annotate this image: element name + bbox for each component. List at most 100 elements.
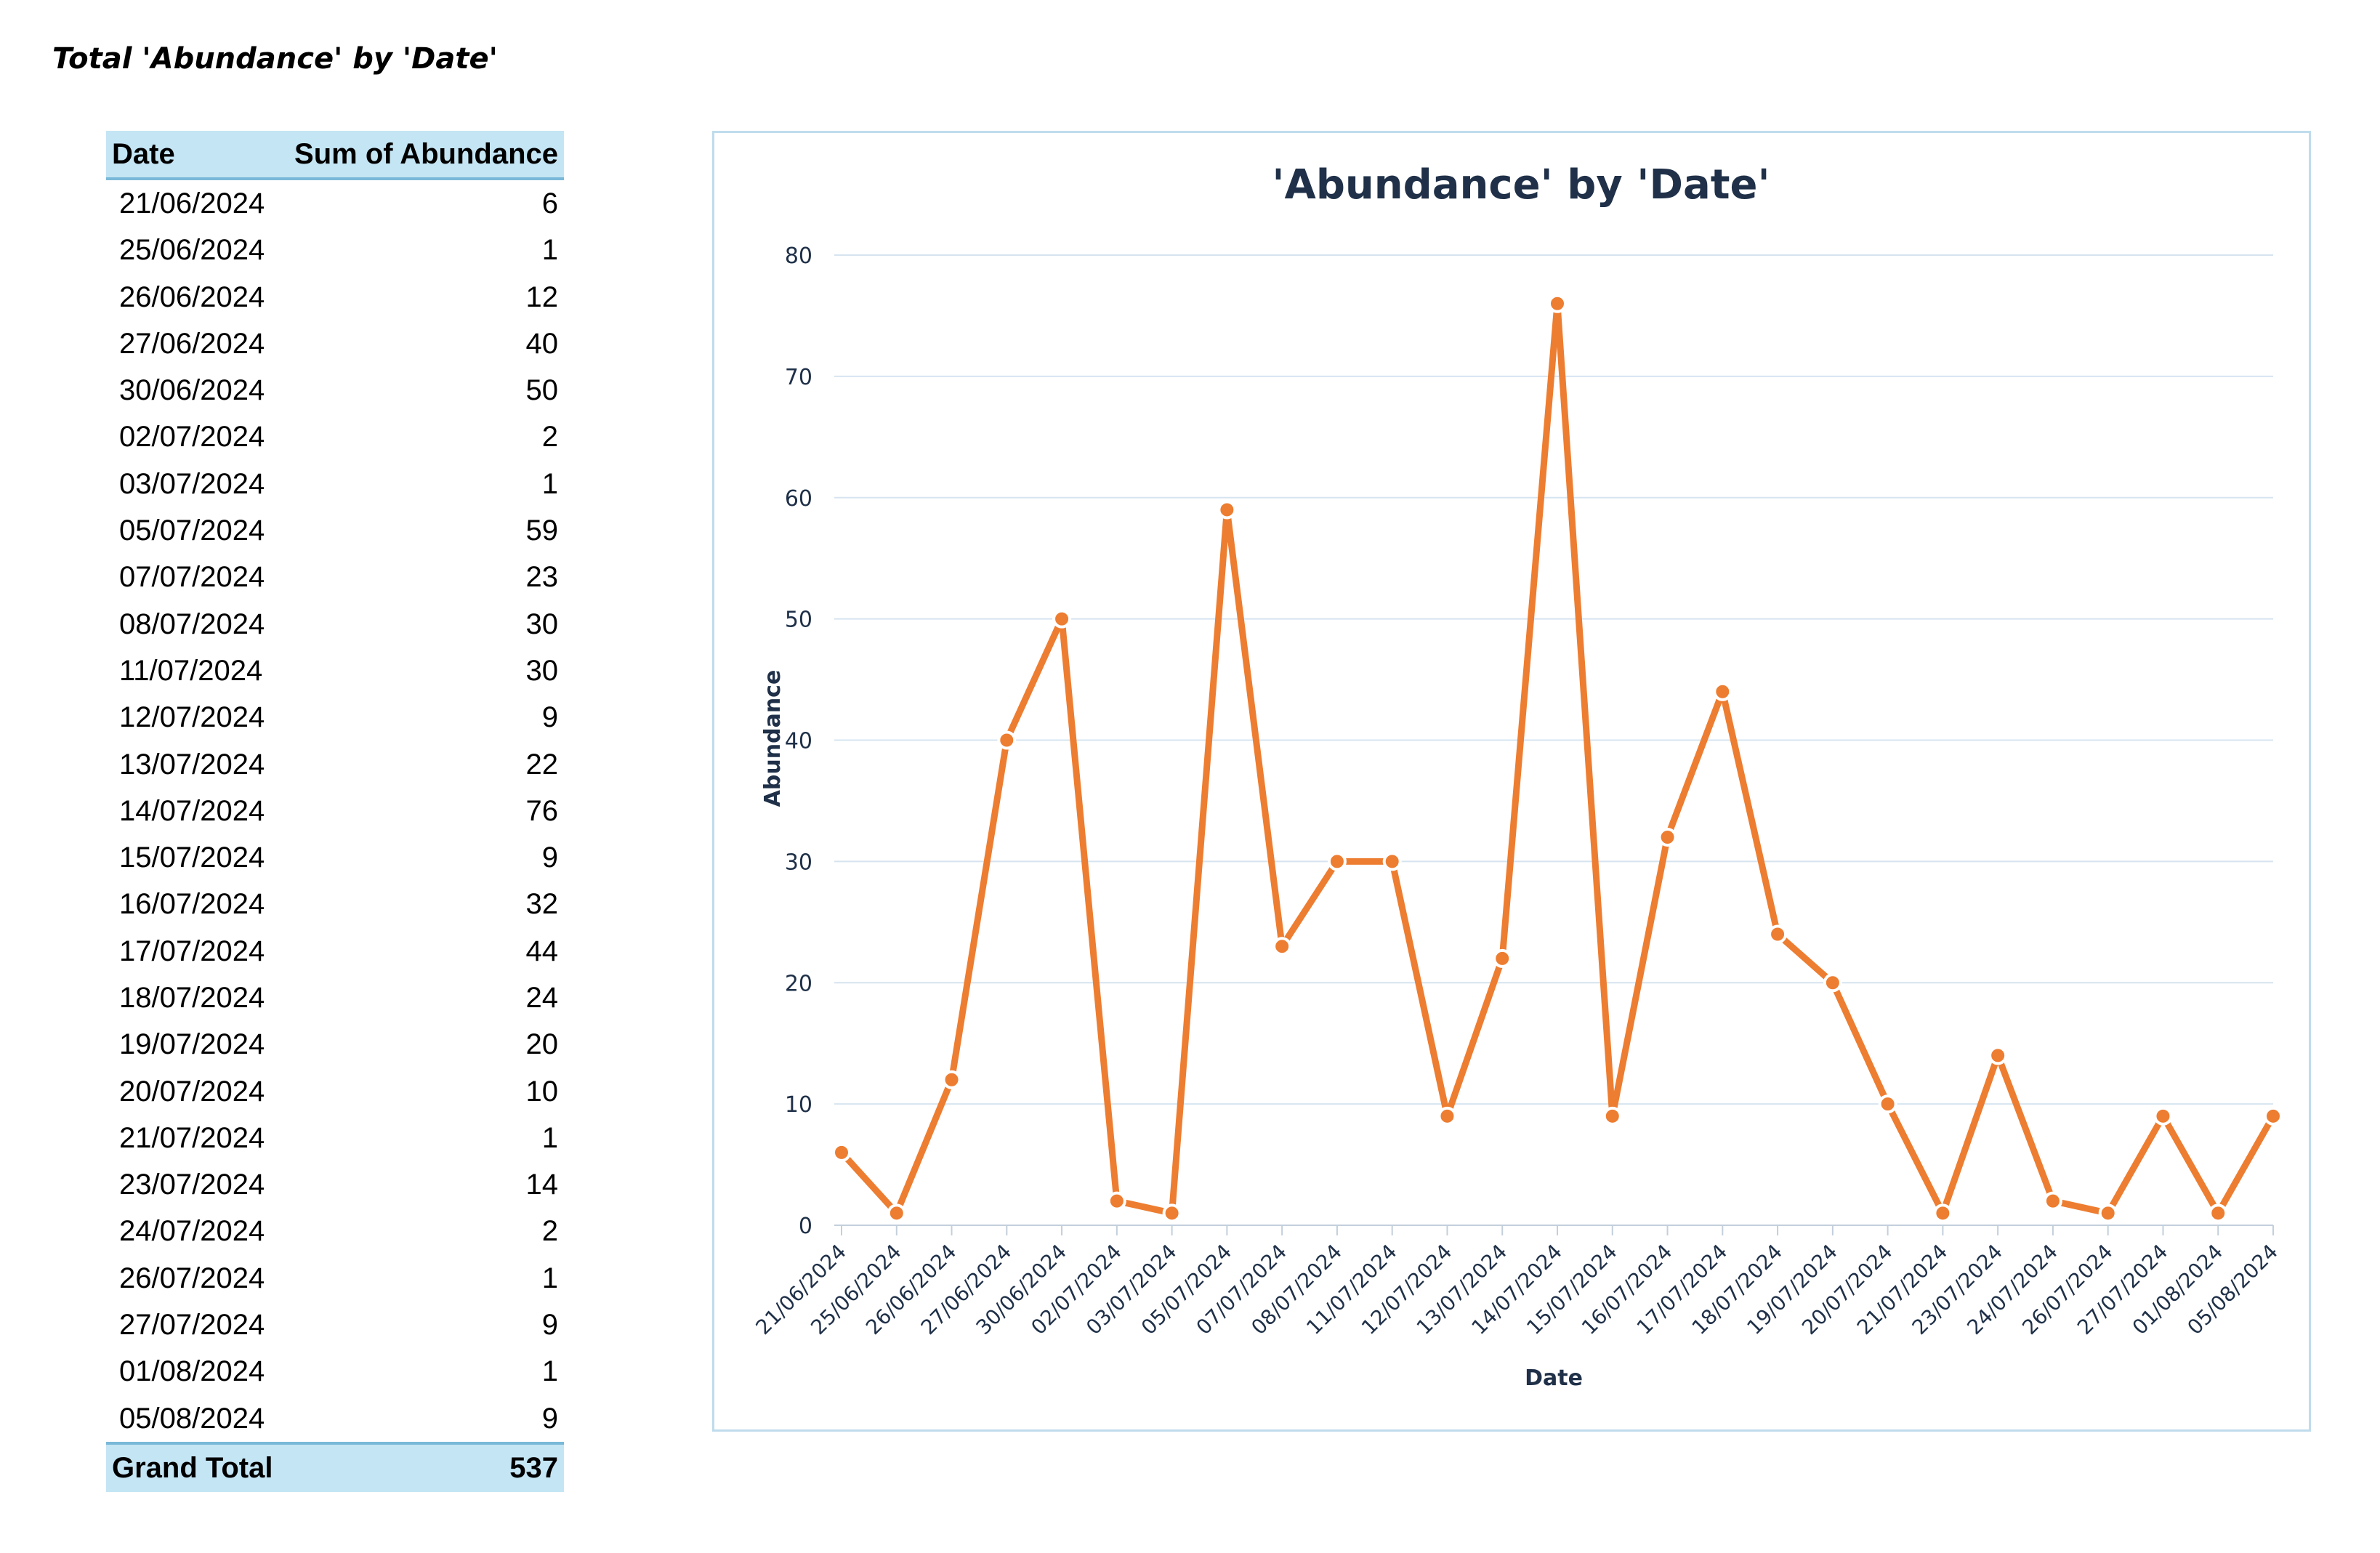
data-point[interactable] [1493,948,1512,968]
table-row[interactable]: 20/07/2024 10 [106,1068,564,1115]
row-value: 9 [541,1309,558,1342]
table-row[interactable]: 07/07/2024 23 [106,554,564,601]
data-point[interactable] [1768,924,1788,944]
row-date: 27/06/2024 [119,327,265,360]
data-point[interactable] [1162,1203,1182,1223]
chart-title: 'Abundance' by 'Date' [1272,161,1770,209]
row-date: 20/07/2024 [119,1075,265,1108]
table-row[interactable]: 18/07/2024 24 [106,975,564,1021]
table-row[interactable]: 14/07/2024 76 [106,788,564,834]
row-date: 08/07/2024 [119,608,265,640]
row-date: 14/07/2024 [119,794,265,827]
y-tick-label: 40 [785,729,812,754]
y-tick-label: 50 [785,608,812,633]
row-date: 18/07/2024 [119,981,265,1014]
table-row[interactable]: 01/08/2024 1 [106,1349,564,1395]
row-date: 12/07/2024 [119,701,265,734]
table-row[interactable]: 26/06/2024 12 [106,274,564,320]
data-point[interactable] [1217,500,1237,520]
table-row[interactable]: 02/07/2024 2 [106,414,564,461]
line-chart: 'Abundance' by 'Date' Abundance Date 0 10… [751,161,2283,1391]
table-row[interactable]: 13/07/2024 22 [106,741,564,788]
row-value: 9 [541,701,558,734]
data-point[interactable] [1548,294,1567,313]
row-value: 32 [525,888,559,921]
table-row[interactable]: 30/06/2024 50 [106,367,564,414]
data-point[interactable] [1437,1106,1457,1126]
table-row[interactable]: 24/07/2024 2 [106,1209,564,1255]
table-row[interactable]: 05/08/2024 9 [106,1395,564,1443]
x-axis-ticks: 21/06/202425/06/202426/06/202427/06/2024… [751,1225,2283,1339]
sum-column-header[interactable]: Sum of Abundance [282,131,564,181]
data-point[interactable] [2153,1106,2173,1126]
table-row[interactable]: 15/07/2024 9 [106,834,564,881]
table-row[interactable]: 17/07/2024 44 [106,928,564,975]
data-point[interactable] [1327,852,1347,871]
row-date: 26/07/2024 [119,1262,265,1294]
data-point[interactable] [2043,1191,2062,1211]
data-point[interactable] [1713,682,1732,701]
table-row[interactable]: 12/07/2024 9 [106,695,564,741]
table-row[interactable]: 21/07/2024 1 [106,1115,564,1161]
data-point[interactable] [1658,828,1677,847]
row-date: 01/08/2024 [119,1355,265,1388]
pivot-header-row: Date Sum of Abundance [106,131,564,181]
table-row[interactable]: 25/06/2024 1 [106,227,564,274]
table-row[interactable]: 26/07/2024 1 [106,1255,564,1302]
row-value: 2 [541,1215,558,1248]
data-point[interactable] [1933,1203,1953,1223]
data-point[interactable] [887,1203,906,1223]
row-date: 21/06/2024 [119,187,265,219]
data-point[interactable] [1107,1191,1126,1211]
series-abundance [832,294,2283,1223]
data-point[interactable] [1602,1106,1622,1126]
row-date: 30/06/2024 [119,374,265,407]
y-tick-label: 30 [785,850,812,875]
data-point[interactable] [832,1142,851,1162]
row-value: 2 [541,421,558,453]
y-tick-label: 20 [785,971,812,996]
table-row[interactable]: 27/06/2024 40 [106,320,564,367]
row-value: 50 [525,374,559,407]
data-point[interactable] [1382,852,1402,871]
data-point[interactable] [1272,937,1292,956]
row-value: 14 [525,1169,559,1201]
data-point[interactable] [1878,1094,1897,1114]
table-row[interactable]: 27/07/2024 9 [106,1302,564,1348]
row-date: 02/07/2024 [119,421,265,453]
data-point[interactable] [2208,1203,2228,1223]
row-value: 9 [541,1402,558,1435]
row-value: 44 [525,935,559,967]
table-row[interactable]: 16/07/2024 32 [106,882,564,928]
row-date: 15/07/2024 [119,842,265,874]
row-date: 27/07/2024 [119,1309,265,1342]
table-row[interactable]: 19/07/2024 20 [106,1022,564,1068]
table-row[interactable]: 05/07/2024 59 [106,507,564,554]
data-point[interactable] [1988,1046,2008,1065]
table-row[interactable]: 21/06/2024 6 [106,179,564,227]
table-row[interactable]: 03/07/2024 1 [106,461,564,507]
date-column-header[interactable]: Date [106,131,283,181]
data-point[interactable] [997,730,1017,750]
data-point[interactable] [1823,973,1842,993]
y-tick-label: 10 [785,1092,812,1118]
table-row[interactable]: 08/07/2024 30 [106,601,564,648]
row-date: 13/07/2024 [119,748,265,780]
table-row[interactable]: 11/07/2024 30 [106,648,564,694]
row-value: 76 [525,794,559,827]
grid-lines [834,254,2273,1226]
row-date: 26/06/2024 [119,281,265,313]
row-value: 59 [525,515,559,547]
row-value: 1 [541,1355,558,1388]
data-point[interactable] [942,1070,961,1089]
grand-total-value: 537 [282,1442,564,1492]
data-point[interactable] [2264,1106,2283,1126]
data-point[interactable] [2098,1203,2118,1223]
table-row[interactable]: 23/07/2024 14 [106,1162,564,1209]
row-value: 1 [541,234,558,267]
row-value: 40 [525,327,559,360]
row-value: 30 [525,608,559,640]
data-point[interactable] [1052,609,1072,629]
chart-area[interactable]: 'Abundance' by 'Date' Abundance Date 0 10… [712,131,2311,1432]
x-axis-label: Date [1525,1366,1583,1391]
